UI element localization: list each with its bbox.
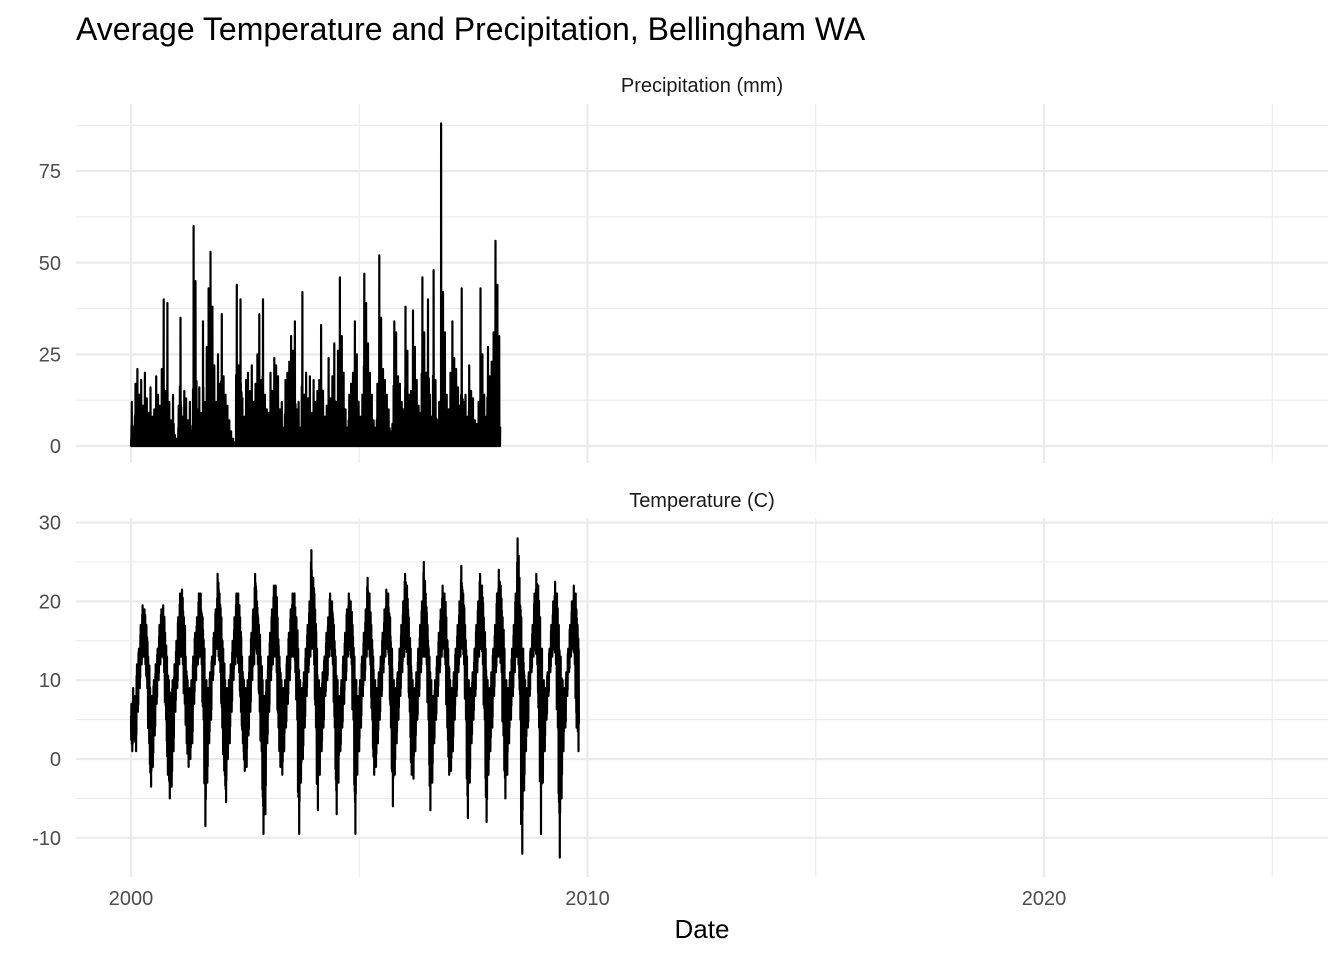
x-axis-label: Date xyxy=(675,914,730,944)
temperature-y-tick-label: 20 xyxy=(39,591,61,613)
precipitation-y-tick-label: 0 xyxy=(50,436,61,458)
precipitation-y-tick-label: 50 xyxy=(39,253,61,275)
precipitation-series-line xyxy=(129,122,502,448)
x-tick-label: 2010 xyxy=(565,888,610,910)
temperature-strip-label: Temperature (C) xyxy=(629,490,775,512)
temperature-series-line xyxy=(129,537,580,859)
precipitation-y-tick-label: 25 xyxy=(39,344,61,366)
temperature-y-tick-label: -10 xyxy=(32,828,61,850)
chart-title: Average Temperature and Precipitation, B… xyxy=(76,11,866,47)
temperature-panel: Temperature (C) -10 0 10 20 30 xyxy=(32,490,1328,877)
temperature-y-tick-label: 10 xyxy=(39,670,61,692)
temperature-y-tick-label: 30 xyxy=(39,513,61,535)
x-tick-label: 2020 xyxy=(1022,888,1067,910)
x-tick-label: 2000 xyxy=(109,888,154,910)
precipitation-panel: Precipitation (mm) 0 25 50 75 xyxy=(39,75,1328,463)
precipitation-gridlines xyxy=(76,104,1328,463)
precipitation-strip-label: Precipitation (mm) xyxy=(621,75,783,97)
temperature-y-ticks: -10 0 10 20 30 xyxy=(32,513,61,850)
precipitation-y-tick-label: 75 xyxy=(39,161,61,183)
temperature-y-tick-label: 0 xyxy=(50,749,61,771)
precipitation-y-ticks: 0 25 50 75 xyxy=(39,161,61,458)
x-axis-ticks: 2000 2010 2020 xyxy=(109,888,1067,910)
